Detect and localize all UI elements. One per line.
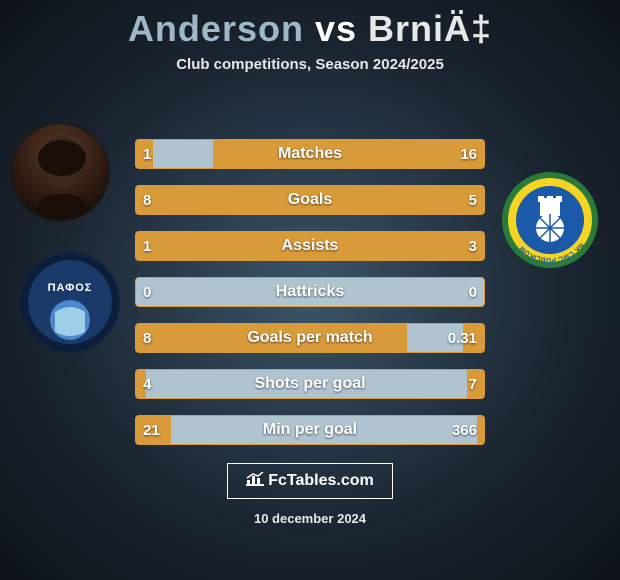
stat-row: Hattricks00: [135, 277, 485, 307]
stat-track: [135, 369, 485, 399]
stat-track: [135, 415, 485, 445]
stat-bar-right: [223, 232, 484, 260]
stat-track: [135, 231, 485, 261]
player1-silhouette-icon: [12, 124, 110, 222]
stat-bar-right: [213, 140, 484, 168]
stat-row: Min per goal21366: [135, 415, 485, 445]
stat-bar-left: [136, 140, 153, 168]
stat-bar-right: [463, 324, 484, 352]
pafos-badge-text: ΠΑΦΟΣ: [48, 282, 93, 294]
stat-bar-left: [136, 324, 407, 352]
stat-row: Shots per goal47: [135, 369, 485, 399]
stat-track: [135, 185, 485, 215]
player1-name: Anderson: [128, 8, 304, 49]
vs-label: vs: [315, 8, 357, 49]
stat-row: Goals per match80.31: [135, 323, 485, 353]
stat-bar-left: [136, 186, 352, 214]
subtitle: Club competitions, Season 2024/2025: [0, 56, 620, 73]
footer: FcTables.com 10 december 2024: [0, 463, 620, 526]
player1-photo: [10, 122, 110, 222]
chart-icon: [246, 472, 264, 486]
stat-row: Goals85: [135, 185, 485, 215]
publikum-badge-icon: NK CMC PUBLIKUM: [500, 170, 600, 270]
pafos-badge-icon: [20, 252, 120, 352]
stat-bar-left: [136, 232, 223, 260]
stat-row: Assists13: [135, 231, 485, 261]
player1-club-badge: ΠΑΦΟΣ: [20, 252, 120, 352]
stats-bars: Matches116 Goals85 Assists13 Hattricks00 Goa…: [135, 139, 485, 445]
header: Anderson vs BrniÄ‡ Club competitions, Se…: [0, 0, 620, 73]
stat-bar-left: [136, 416, 171, 444]
player2-club-badge: NK CMC PUBLIKUM: [500, 170, 600, 270]
player2-name: BrniÄ‡: [368, 8, 492, 49]
stat-bar-left: [136, 370, 146, 398]
stat-row: Matches116: [135, 139, 485, 169]
stat-bar-right: [352, 186, 484, 214]
stat-track: [135, 277, 485, 307]
brand-text: FcTables.com: [268, 472, 374, 489]
brand-box: FcTables.com: [227, 463, 393, 499]
stat-bar-right: [467, 370, 484, 398]
date-text: 10 december 2024: [0, 511, 620, 526]
stat-track: [135, 139, 485, 169]
stat-bar-right: [477, 416, 484, 444]
stat-track: [135, 323, 485, 353]
comparison-title: Anderson vs BrniÄ‡: [0, 8, 620, 50]
